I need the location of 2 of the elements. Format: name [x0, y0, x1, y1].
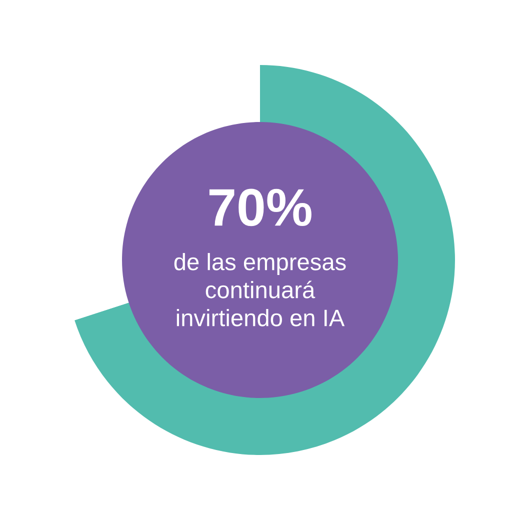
text: 70% — [209, 188, 312, 226]
text: de las empresas continuará invirtiendo en IA — [174, 252, 346, 326]
